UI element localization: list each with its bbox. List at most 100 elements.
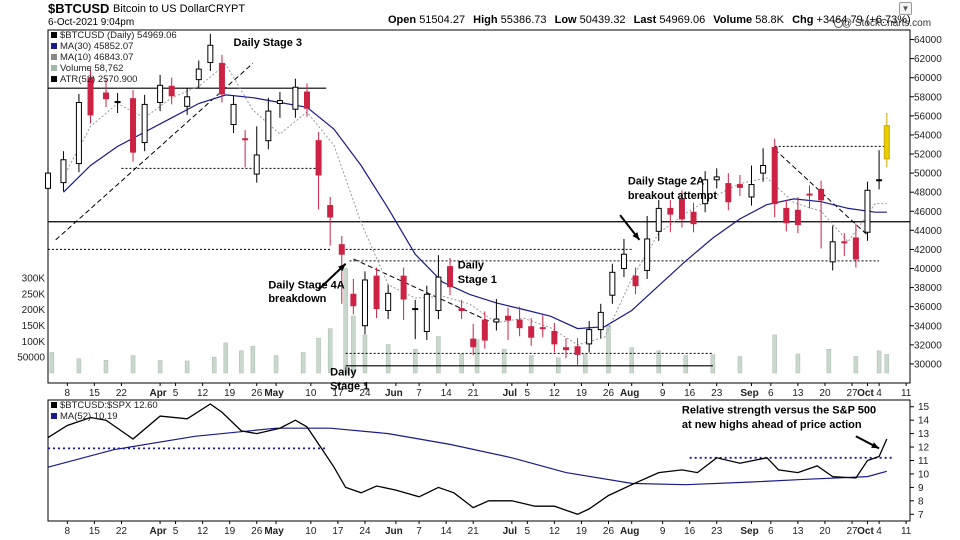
volume-bar bbox=[501, 349, 507, 374]
volume-bar bbox=[528, 355, 534, 374]
candle-body bbox=[883, 125, 890, 160]
candle-body bbox=[45, 172, 51, 189]
annotation-arrow-head bbox=[338, 263, 346, 272]
ratio-x-tick-label: 7 bbox=[416, 526, 422, 537]
ratio-x-tick-label: 11 bbox=[901, 526, 912, 537]
price-x-tick-label: May bbox=[264, 388, 284, 399]
volume-bar bbox=[385, 344, 391, 374]
price-x-tick-label: 23 bbox=[711, 388, 723, 399]
price-x-tick-label: 8 bbox=[65, 388, 71, 399]
legend-swatch bbox=[51, 54, 57, 60]
volume-bar bbox=[826, 349, 832, 374]
candle-body bbox=[315, 140, 322, 176]
ratio-axis-tick-label: 8 bbox=[918, 496, 924, 507]
candle-body bbox=[818, 188, 825, 201]
volume-bar bbox=[876, 350, 882, 374]
price-axis-tick-label: 50000 bbox=[914, 169, 942, 180]
candle-body bbox=[447, 266, 454, 288]
price-x-tick-label: 26 bbox=[603, 388, 615, 399]
open-value: 51504.27 bbox=[419, 14, 466, 26]
price-x-tick-label: 24 bbox=[359, 388, 371, 399]
volume-bar bbox=[239, 350, 244, 374]
candle-body bbox=[736, 184, 743, 188]
volume-bar bbox=[49, 352, 55, 374]
open-label: Open bbox=[388, 14, 417, 26]
ratio-legend-entry: MA(52) 10.19 bbox=[60, 411, 118, 422]
volume-bar bbox=[362, 334, 368, 374]
stockcharts-logo-icon bbox=[834, 19, 843, 28]
candle-body bbox=[632, 275, 639, 287]
candle-body bbox=[655, 207, 662, 232]
ratio-axis-tick-label: 11 bbox=[918, 456, 929, 467]
volume-bar bbox=[795, 353, 801, 374]
candle-body bbox=[864, 189, 871, 233]
ratio-legend-swatch bbox=[51, 413, 57, 419]
candle-body bbox=[516, 319, 523, 329]
ratio-ma52-line bbox=[47, 427, 887, 486]
ratio-axis-tick-label: 7 bbox=[918, 510, 924, 521]
candle-body bbox=[60, 159, 67, 184]
candle-body bbox=[87, 77, 94, 116]
candle-body bbox=[102, 92, 109, 100]
candle-body bbox=[276, 100, 283, 104]
price-axis-tick-label: 34000 bbox=[914, 321, 942, 332]
ratio-x-tick-label: 9 bbox=[660, 526, 666, 537]
low-label: Low bbox=[554, 14, 577, 26]
ratio-axis-tick-label: 9 bbox=[918, 483, 924, 494]
price-axis-tick-label: 44000 bbox=[914, 226, 942, 237]
legend-entry: Volume 58,762 bbox=[60, 63, 123, 74]
ratio-x-tick-label: 22 bbox=[116, 526, 128, 537]
ratio-x-tick-label: 17 bbox=[332, 526, 344, 537]
company-name: Bitcoin to US Dollar bbox=[113, 3, 209, 15]
candle-body bbox=[806, 193, 813, 196]
price-axis-tick-label: 36000 bbox=[914, 302, 942, 313]
high-label: High bbox=[473, 14, 498, 26]
legend-entry: $BTCUSD (Daily) 54969.06 bbox=[60, 30, 177, 41]
candle-body bbox=[574, 346, 581, 355]
price-x-tick-label: 15 bbox=[89, 388, 101, 399]
ratio-x-tick-label: 26 bbox=[603, 526, 615, 537]
ratio-x-tick-label: 15 bbox=[89, 526, 101, 537]
price-x-tick-label: 21 bbox=[468, 388, 480, 399]
candle-body bbox=[644, 238, 651, 271]
price-axis-tick-label: 60000 bbox=[914, 73, 942, 84]
high-value: 55386.73 bbox=[500, 14, 547, 26]
candle-body bbox=[184, 96, 191, 107]
candle-body bbox=[620, 253, 627, 270]
volume-bar bbox=[223, 342, 229, 374]
ratio-x-tick-label: 5 bbox=[173, 526, 179, 537]
volume-bar bbox=[412, 349, 418, 374]
candle-body bbox=[725, 183, 732, 203]
price-x-tick-label: 27 bbox=[846, 388, 858, 399]
candle-body bbox=[218, 62, 225, 95]
candle-body bbox=[458, 308, 465, 311]
volume-bar bbox=[327, 328, 333, 374]
volume-bar bbox=[300, 352, 306, 374]
ticker-symbol: $BTCUSD bbox=[48, 1, 110, 16]
ratio-axis-tick-label: 13 bbox=[918, 429, 930, 440]
candle-body bbox=[876, 179, 883, 182]
candle-body bbox=[562, 347, 569, 351]
ma10-line bbox=[63, 63, 887, 346]
price-x-tick-label: 26 bbox=[251, 388, 263, 399]
price-axis-tick-label: 46000 bbox=[914, 207, 942, 218]
ratio-annotation-arrow-head bbox=[871, 442, 880, 449]
price-x-tick-label: Sep bbox=[740, 388, 758, 399]
price-axis-tick-label: 32000 bbox=[914, 340, 942, 351]
candle-body bbox=[168, 85, 175, 97]
price-x-tick-label: 19 bbox=[576, 388, 588, 399]
ratio-x-tick-label: 12 bbox=[549, 526, 561, 537]
double-chevron-down-icon[interactable]: ▼ bbox=[899, 2, 912, 15]
candle-body bbox=[373, 275, 380, 310]
price-x-tick-label: 16 bbox=[684, 388, 696, 399]
legend-entry: ATR(52) 2570.900 bbox=[60, 74, 137, 85]
volume-bar bbox=[157, 360, 163, 374]
chart-annotation: Daily Stage 4A bbox=[268, 280, 344, 292]
ratio-x-tick-label: 23 bbox=[711, 526, 723, 537]
legend-entry: MA(30) 45852.07 bbox=[60, 41, 133, 52]
volume-bar bbox=[103, 360, 109, 374]
candle-body bbox=[350, 293, 357, 307]
price-x-tick-label: 4 bbox=[876, 388, 882, 399]
candle-body bbox=[493, 318, 500, 323]
price-x-tick-label: 5 bbox=[173, 388, 179, 399]
